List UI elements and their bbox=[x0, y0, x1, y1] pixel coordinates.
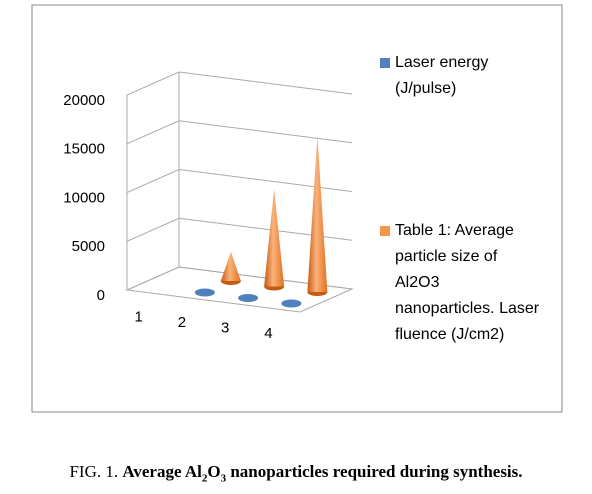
legend-label: Table 1: Average particle size of Al2O3 … bbox=[395, 222, 540, 343]
cone-body bbox=[307, 136, 328, 292]
grid-line bbox=[126, 266, 353, 291]
caption-part: Average Al bbox=[122, 462, 202, 481]
x-tick-label: 4 bbox=[264, 325, 272, 342]
cone bbox=[220, 251, 241, 285]
caption-text: Average Al2O3 nanoparticles required dur… bbox=[122, 462, 523, 485]
legend-swatch bbox=[380, 58, 390, 68]
caption-part: nanoparticles required during synthesis. bbox=[226, 462, 523, 481]
y-tick-label: 20000 bbox=[63, 92, 105, 109]
caption-part: O bbox=[207, 462, 221, 481]
y-tick-label: 0 bbox=[97, 287, 105, 304]
cone-body bbox=[264, 189, 285, 287]
legend-swatch bbox=[380, 226, 390, 236]
grid-line bbox=[126, 217, 353, 242]
y-tick-label: 5000 bbox=[72, 238, 105, 255]
x-tick-label: 2 bbox=[178, 314, 186, 331]
grid-line bbox=[126, 71, 353, 96]
disc bbox=[194, 288, 215, 297]
caption: FIG. 1. Average Al2O3 nanoparticles requ… bbox=[0, 462, 592, 484]
y-tick-label: 15000 bbox=[63, 141, 105, 158]
disc bbox=[238, 294, 259, 302]
y-tick-label: 10000 bbox=[63, 189, 105, 206]
cone bbox=[264, 189, 285, 291]
cone-body bbox=[220, 251, 241, 281]
x-tick-label: 1 bbox=[134, 309, 142, 326]
caption-part: 3 bbox=[220, 472, 227, 485]
x-tick-label: 3 bbox=[221, 320, 229, 337]
frame bbox=[31, 4, 563, 413]
caption-part: 2 bbox=[201, 472, 208, 485]
grid-line bbox=[126, 120, 353, 145]
caption-prefix: FIG. 1. bbox=[69, 462, 119, 481]
legend-label: Laser energy (J/pulse) bbox=[395, 54, 489, 97]
grid-line bbox=[126, 168, 353, 193]
cone bbox=[307, 136, 328, 296]
disc bbox=[281, 299, 302, 308]
